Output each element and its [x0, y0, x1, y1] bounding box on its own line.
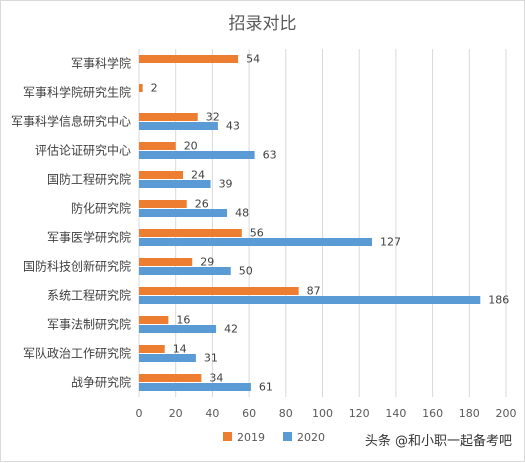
bar-2019-0 — [139, 55, 239, 63]
data-label-2020-9: 42 — [224, 323, 238, 336]
category-label-0: 军事科学院 — [71, 56, 131, 71]
category-label-2: 军事科学信息研究中心 — [11, 114, 131, 129]
category-label-1: 军事科学院研究生院 — [23, 85, 131, 100]
data-label-2019-6: 56 — [250, 227, 264, 240]
data-label-2020-4: 39 — [219, 178, 233, 191]
bar-2020-4 — [139, 180, 211, 188]
data-label-2020-7: 50 — [239, 265, 253, 278]
x-tick-label-80: 80 — [279, 407, 293, 420]
x-tick-label-20: 20 — [169, 407, 183, 420]
bar-2020-6 — [139, 238, 373, 246]
legend-label-2020: 2020 — [297, 431, 325, 444]
category-label-5: 防化研究院 — [71, 201, 131, 216]
category-label-9: 军事法制研究院 — [47, 317, 131, 332]
data-label-2019-10: 14 — [173, 343, 187, 356]
category-label-4: 国防工程研究院 — [47, 172, 131, 187]
data-label-2019-11: 34 — [209, 372, 223, 385]
x-tick-label-100: 100 — [312, 407, 333, 420]
bar-2019-1 — [139, 84, 143, 92]
bar-2020-8 — [139, 296, 481, 304]
category-label-3: 评估论证研究中心 — [35, 143, 131, 158]
data-label-2019-9: 16 — [176, 314, 190, 327]
x-tick-label-200: 200 — [496, 407, 517, 420]
bar-2019-6 — [139, 229, 242, 237]
bar-2019-9 — [139, 316, 169, 324]
bar-2019-7 — [139, 258, 193, 266]
legend-label-2019: 2019 — [237, 431, 265, 444]
bar-2019-2 — [139, 113, 198, 121]
data-label-2019-7: 29 — [200, 256, 214, 269]
bar-2020-10 — [139, 354, 196, 362]
data-label-2020-8: 186 — [488, 294, 509, 307]
x-tick-label-140: 140 — [385, 407, 406, 420]
data-label-2019-2: 32 — [206, 111, 220, 124]
data-label-2020-3: 63 — [263, 149, 277, 162]
data-label-2020-5: 48 — [235, 207, 249, 220]
chart-title: 招录对比 — [229, 14, 297, 34]
bar-2020-9 — [139, 325, 217, 333]
category-label-6: 军事医学研究院 — [47, 230, 131, 245]
legend-swatch-2020 — [283, 432, 292, 441]
data-label-2019-8: 87 — [307, 285, 321, 298]
bar-2019-3 — [139, 142, 176, 150]
bar-2020-5 — [139, 209, 228, 217]
data-label-2019-4: 24 — [191, 169, 205, 182]
x-tick-label-40: 40 — [205, 407, 219, 420]
bar-2020-3 — [139, 151, 255, 159]
category-label-10: 军队政治工作研究院 — [23, 346, 131, 361]
bar-2020-2 — [139, 122, 218, 130]
data-label-2019-5: 26 — [195, 198, 209, 211]
bar-2020-11 — [139, 383, 251, 391]
watermark-text: 头条 @和小职一起备考吧 — [364, 434, 512, 449]
data-label-2020-10: 31 — [204, 352, 218, 365]
x-tick-label-60: 60 — [242, 407, 256, 420]
bar-2019-4 — [139, 171, 184, 179]
data-label-2019-0: 54 — [246, 53, 260, 66]
data-label-2020-6: 127 — [380, 236, 401, 249]
legend-swatch-2019 — [223, 432, 232, 441]
data-label-2019-1: 2 — [151, 82, 158, 95]
x-tick-label-180: 180 — [459, 407, 480, 420]
category-label-7: 国防科技创新研究院 — [23, 259, 131, 274]
data-label-2020-2: 43 — [226, 120, 240, 133]
bar-2020-7 — [139, 267, 231, 275]
bar-2019-8 — [139, 287, 299, 295]
x-tick-label-0: 0 — [136, 407, 143, 420]
category-label-11: 战争研究院 — [71, 375, 131, 390]
bar-2019-10 — [139, 345, 165, 353]
x-tick-label-160: 160 — [422, 407, 443, 420]
bar-2019-11 — [139, 374, 202, 382]
category-label-8: 系统工程研究院 — [47, 288, 131, 303]
bar-2019-5 — [139, 200, 187, 208]
data-label-2020-11: 61 — [259, 381, 273, 394]
data-label-2019-3: 20 — [184, 140, 198, 153]
x-tick-label-120: 120 — [349, 407, 370, 420]
